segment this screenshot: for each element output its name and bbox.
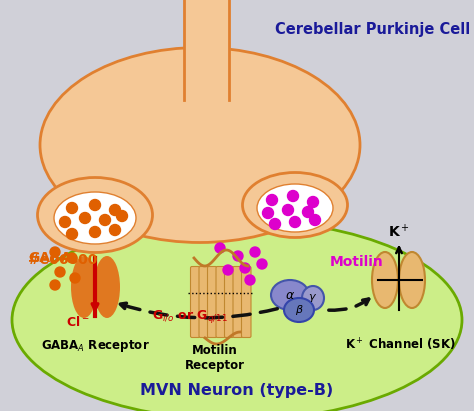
Ellipse shape	[243, 173, 347, 238]
Circle shape	[310, 215, 320, 226]
Circle shape	[308, 196, 319, 208]
Ellipse shape	[94, 256, 120, 318]
FancyBboxPatch shape	[208, 266, 217, 337]
Ellipse shape	[37, 178, 153, 252]
Circle shape	[60, 217, 71, 228]
Text: K$^+$: K$^+$	[388, 223, 410, 241]
Circle shape	[223, 265, 233, 275]
Circle shape	[90, 226, 100, 238]
Text: Motilin
Receptor: Motilin Receptor	[185, 344, 245, 372]
Circle shape	[233, 251, 243, 261]
Ellipse shape	[271, 280, 309, 310]
Circle shape	[50, 280, 60, 290]
Circle shape	[215, 243, 225, 253]
Circle shape	[100, 215, 110, 226]
Circle shape	[245, 275, 255, 285]
Circle shape	[240, 263, 250, 273]
Circle shape	[290, 217, 301, 228]
FancyBboxPatch shape	[191, 266, 200, 337]
Text: $\beta$: $\beta$	[295, 303, 303, 317]
Circle shape	[55, 267, 65, 277]
Ellipse shape	[54, 192, 136, 244]
Text: K$^+$ Channel (SK): K$^+$ Channel (SK)	[345, 337, 456, 353]
FancyBboxPatch shape	[241, 266, 251, 337]
Circle shape	[263, 208, 273, 219]
Circle shape	[109, 205, 120, 215]
Circle shape	[117, 210, 128, 222]
Circle shape	[257, 259, 267, 269]
Text: $\alpha$: $\alpha$	[285, 289, 295, 302]
Circle shape	[50, 247, 60, 257]
Circle shape	[250, 247, 260, 257]
Circle shape	[302, 206, 313, 217]
Circle shape	[67, 253, 77, 263]
Ellipse shape	[302, 286, 324, 310]
Circle shape	[66, 229, 78, 240]
Text: Motilin: Motilin	[330, 255, 384, 269]
Ellipse shape	[284, 298, 314, 322]
FancyBboxPatch shape	[216, 266, 226, 337]
FancyBboxPatch shape	[184, 0, 229, 100]
Circle shape	[270, 219, 281, 229]
Ellipse shape	[71, 256, 97, 318]
Text: Cl$^-$: Cl$^-$	[66, 315, 90, 329]
Circle shape	[109, 224, 120, 236]
Text: #e06000: #e06000	[28, 253, 97, 267]
Ellipse shape	[167, 75, 247, 115]
FancyBboxPatch shape	[233, 266, 243, 337]
Text: $\gamma$: $\gamma$	[309, 292, 318, 304]
FancyBboxPatch shape	[225, 266, 234, 337]
Ellipse shape	[372, 252, 398, 308]
Circle shape	[90, 199, 100, 210]
Ellipse shape	[257, 184, 333, 232]
Circle shape	[70, 273, 80, 283]
Circle shape	[283, 205, 293, 215]
Text: GABA$_A$ Receptor: GABA$_A$ Receptor	[41, 338, 149, 354]
Ellipse shape	[40, 48, 360, 242]
Circle shape	[266, 194, 277, 206]
Text: GABA: GABA	[28, 251, 72, 265]
Circle shape	[288, 191, 299, 201]
Ellipse shape	[399, 252, 425, 308]
Circle shape	[80, 212, 91, 224]
Text: Cerebellar Purkinje Cell: Cerebellar Purkinje Cell	[275, 22, 470, 37]
Circle shape	[66, 203, 78, 213]
FancyBboxPatch shape	[199, 266, 209, 337]
Text: G$_{i/o}$ or G$_{q/11}$: G$_{i/o}$ or G$_{q/11}$	[152, 307, 228, 325]
Text: MVN Neuron (type-B): MVN Neuron (type-B)	[140, 383, 334, 397]
Ellipse shape	[12, 220, 462, 411]
